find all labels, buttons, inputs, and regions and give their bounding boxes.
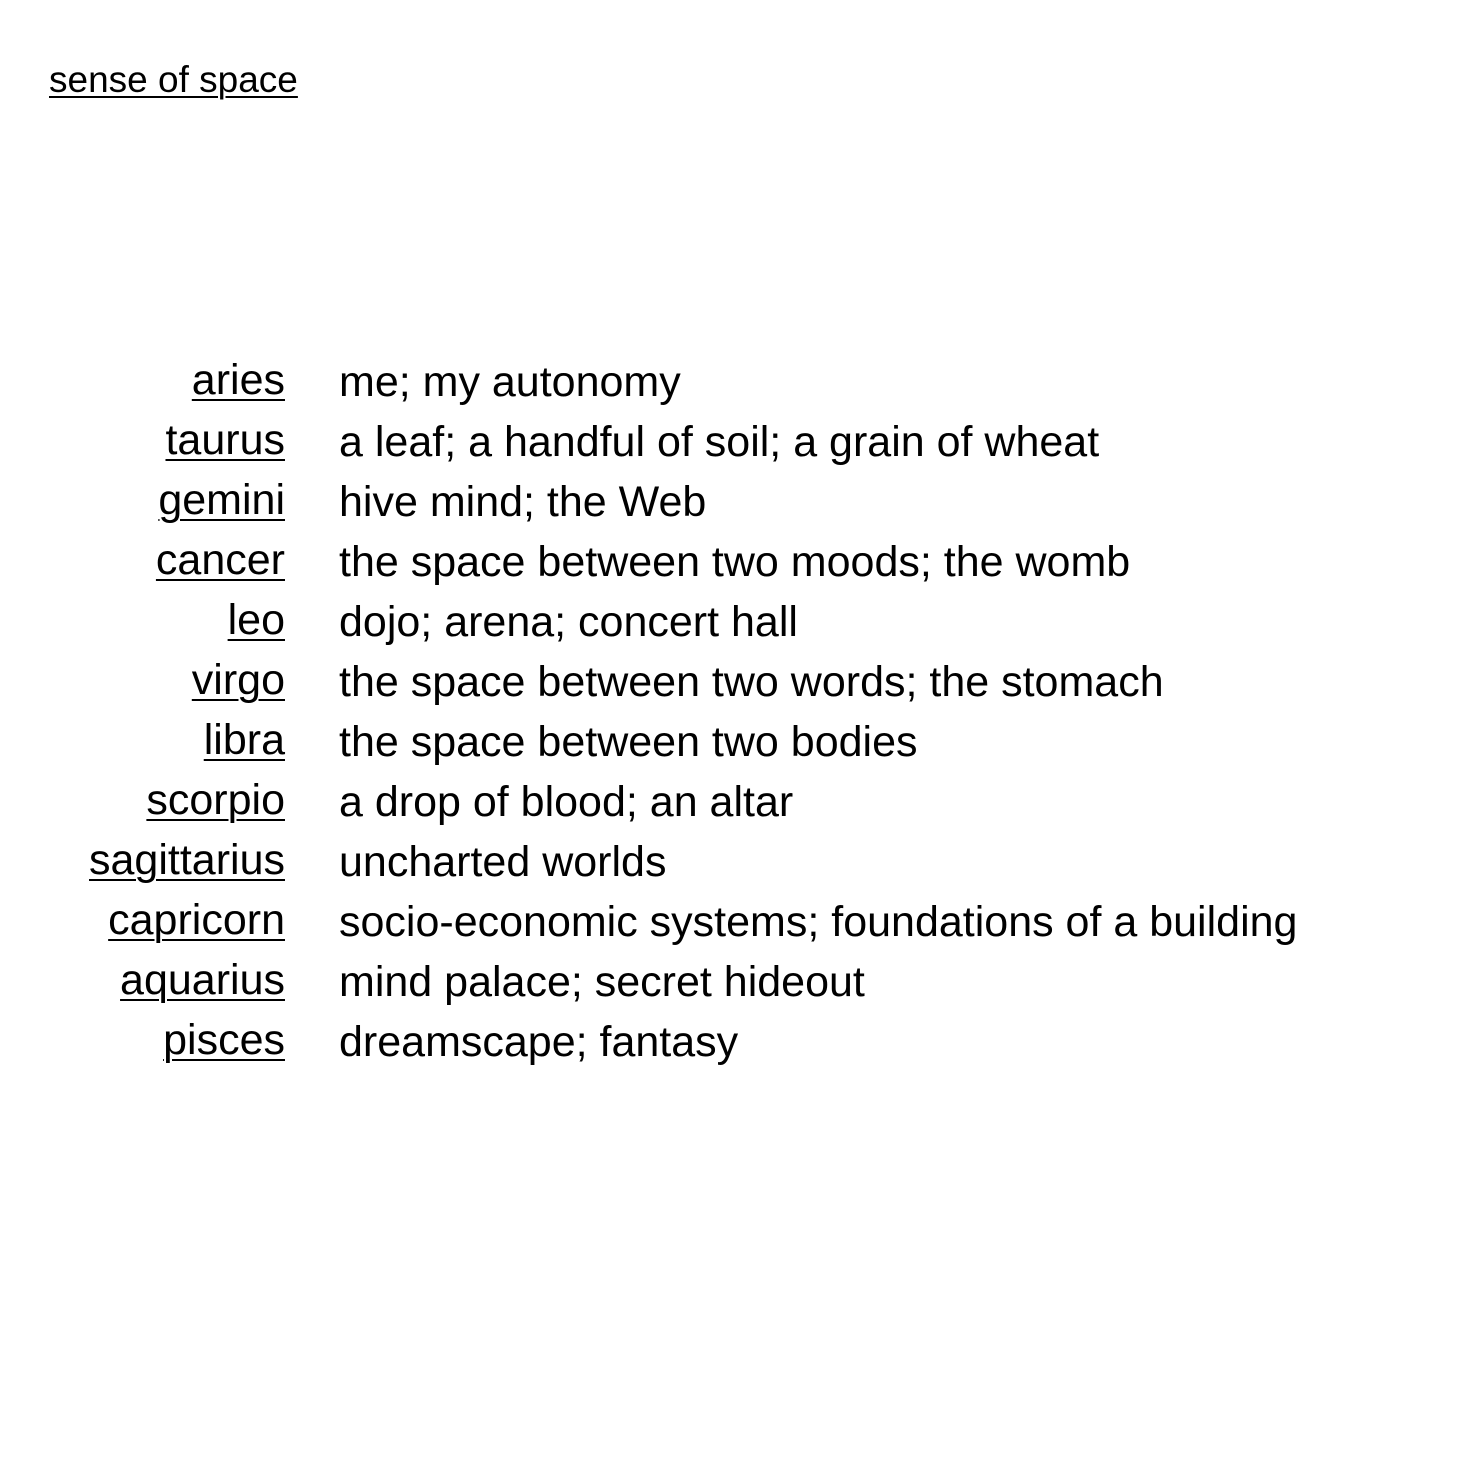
list-item-virgo: virgo the space between two words; the s… [0,652,1459,712]
sign-link-sagittarius[interactable]: sagittarius [89,836,285,884]
list-item-leo: leo dojo; arena; concert hall [0,592,1459,652]
sign-meaning-leo: dojo; arena; concert hall [339,598,798,646]
sign-link-capricorn[interactable]: capricorn [108,896,285,944]
sign-link-pisces[interactable]: pisces [163,1016,285,1064]
list-item-gemini: gemini hive mind; the Web [0,472,1459,532]
sign-link-cancer[interactable]: cancer [155,536,285,584]
sign-meaning-taurus: a leaf; a handful of soil; a grain of wh… [339,418,1100,466]
sign-link-taurus[interactable]: taurus [165,416,285,464]
sign-meaning-aquarius: mind palace; secret hideout [339,958,865,1006]
sign-link-aquarius[interactable]: aquarius [120,956,285,1004]
sign-link-libra[interactable]: libra [203,716,285,764]
sign-meaning-scorpio: a drop of blood; an altar [339,778,794,826]
list-item-pisces: pisces dreamscape; fantasy [0,1012,1459,1072]
sign-meaning-gemini: hive mind; the Web [339,478,707,526]
sign-meaning-virgo: the space between two words; the stomach [339,658,1164,706]
sign-meaning-capricorn: socio-economic systems; foundations of a… [339,898,1298,946]
list-item-aquarius: aquarius mind palace; secret hideout [0,952,1459,1012]
list-item-capricorn: capricorn socio-economic systems; founda… [0,892,1459,952]
sign-meaning-libra: the space between two bodies [339,718,918,766]
sign-meaning-aries: me; my autonomy [339,358,681,406]
sign-link-virgo[interactable]: virgo [191,656,285,704]
sign-link-scorpio[interactable]: scorpio [146,776,285,824]
sign-link-gemini[interactable]: gemini [158,476,285,524]
list-item-aries: aries me; my autonomy [0,352,1459,412]
page-title[interactable]: sense of space [49,59,298,100]
list-item-sagittarius: sagittarius uncharted worlds [0,832,1459,892]
list-item-libra: libra the space between two bodies [0,712,1459,772]
list-item-cancer: cancer the space between two moods; the … [0,532,1459,592]
sign-link-leo[interactable]: leo [227,596,285,644]
sign-list: aries me; my autonomy taurus a leaf; a h… [0,352,1459,1072]
sign-link-aries[interactable]: aries [191,356,285,404]
list-item-scorpio: scorpio a drop of blood; an altar [0,772,1459,832]
list-item-taurus: taurus a leaf; a handful of soil; a grai… [0,412,1459,472]
sign-meaning-cancer: the space between two moods; the womb [339,538,1131,586]
sign-meaning-sagittarius: uncharted worlds [339,838,667,886]
sign-meaning-pisces: dreamscape; fantasy [339,1018,739,1066]
